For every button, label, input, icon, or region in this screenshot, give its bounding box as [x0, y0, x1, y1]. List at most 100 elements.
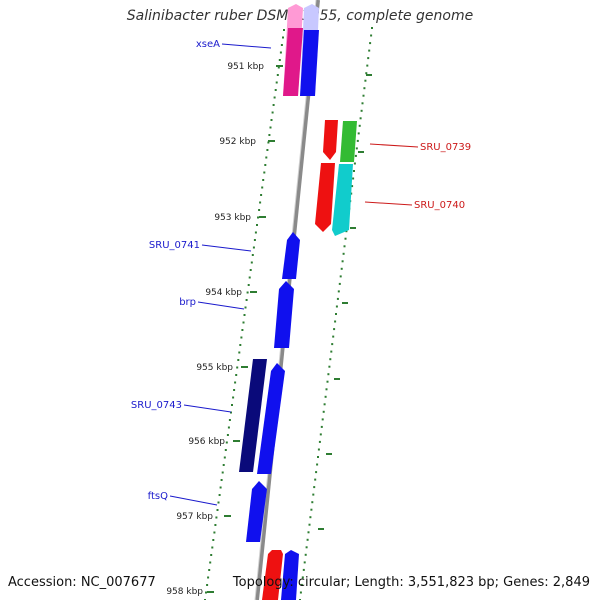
- kbp-tick-958: 958 kbp: [166, 587, 214, 597]
- left-rail-dot: [239, 344, 242, 346]
- right-rail-dot: [359, 117, 362, 120]
- right-rail-dot: [357, 132, 360, 135]
- right-rail-dot: [364, 79, 367, 82]
- right-rail-dot: [321, 418, 324, 421]
- right-rail-dot: [322, 410, 325, 413]
- left-rail-dot: [243, 314, 246, 316]
- left-rail-dot: [208, 569, 211, 571]
- left-rail-dot: [244, 306, 247, 309]
- right-rail-dot: [318, 440, 321, 443]
- gene-red-b[interactable]: [315, 163, 335, 232]
- label-xseA: xseA: [196, 39, 272, 50]
- svg-text:957 kbp: 957 kbp: [176, 512, 213, 522]
- gene-red-a[interactable]: [323, 120, 338, 160]
- right-rail-dot: [338, 282, 341, 285]
- label-SRU_0739: SRU_0739: [369, 142, 471, 153]
- left-rail-dot: [218, 494, 221, 496]
- right-rail-dot: [351, 185, 354, 188]
- left-rail-dot: [210, 554, 213, 556]
- left-rail-dot: [277, 66, 280, 69]
- left-rail-dot: [269, 126, 272, 129]
- left-rail-dot: [221, 471, 224, 474]
- right-rail-dot: [316, 463, 319, 466]
- left-rail-dot: [251, 254, 254, 256]
- gene-SRU_0741[interactable]: [282, 232, 300, 279]
- left-rail-dot: [274, 89, 277, 91]
- left-rail-dot: [242, 321, 245, 324]
- left-rail-dot: [235, 374, 238, 376]
- svg-text:brp: brp: [179, 297, 196, 308]
- left-rail-dot: [213, 531, 216, 534]
- label-ftsQ: ftsQ: [148, 491, 218, 506]
- right-rail-dot: [356, 139, 359, 142]
- svg-text:xseA: xseA: [196, 39, 220, 50]
- right-rail-dot: [336, 297, 339, 300]
- right-rail-dot: [310, 508, 313, 511]
- left-rail-dot: [249, 269, 252, 271]
- right-rail-dot: [324, 395, 327, 398]
- right-rail-dot: [303, 561, 306, 564]
- svg-text:953 kbp: 953 kbp: [214, 213, 251, 223]
- svg-text:SRU_0740: SRU_0740: [414, 200, 465, 211]
- left-rail-dot: [209, 561, 212, 564]
- right-rail-dot: [345, 230, 348, 233]
- gene-bottom-red[interactable]: [262, 550, 283, 600]
- right-rail-dot: [299, 591, 302, 594]
- gene-brp[interactable]: [274, 281, 294, 348]
- topology-label: Topology: circular; Length: 3,551,823 bp…: [232, 575, 590, 590]
- left-rail-dot: [246, 291, 249, 294]
- left-rail-dot: [225, 441, 228, 444]
- right-rail-dot: [312, 493, 315, 496]
- gene-blue-long[interactable]: [257, 363, 285, 474]
- gene-ftsQ[interactable]: [246, 481, 267, 542]
- right-rail-dot: [335, 305, 338, 308]
- left-rail-dot: [282, 36, 284, 39]
- svg-text:955 kbp: 955 kbp: [196, 363, 233, 373]
- right-rail-dot: [315, 471, 318, 474]
- right-rail-dot: [309, 516, 312, 519]
- left-rail-dot: [219, 486, 222, 489]
- gene-SRU_0740[interactable]: [332, 164, 353, 236]
- right-rail-dot: [362, 94, 365, 97]
- gene-SRU_0743[interactable]: [239, 359, 267, 472]
- left-rail-dot: [232, 396, 235, 399]
- left-rail-dot: [257, 216, 259, 219]
- left-rail-dot: [233, 389, 236, 391]
- right-rail-dot: [327, 373, 330, 376]
- right-rail-dot: [306, 538, 309, 541]
- svg-text:958 kbp: 958 kbp: [166, 587, 203, 597]
- left-rail-dot: [279, 51, 282, 54]
- left-rail-dot: [238, 351, 241, 354]
- right-rail-dot: [314, 478, 317, 481]
- right-rail-dot: [366, 64, 369, 67]
- gene-SRU_0739[interactable]: [340, 121, 357, 162]
- right-rail-dot: [304, 553, 307, 556]
- right-rail-dot: [370, 34, 373, 37]
- left-rail-dot: [250, 261, 253, 264]
- gene-top-blue[interactable]: [300, 30, 319, 96]
- right-rail-dot: [369, 42, 372, 45]
- left-rail-dot: [214, 524, 217, 526]
- left-rail-dot: [228, 419, 231, 421]
- right-rail-dot: [301, 576, 304, 579]
- left-rail-dot: [206, 584, 209, 586]
- left-rail-dot: [262, 179, 265, 181]
- right-rail-dot: [335, 313, 337, 315]
- left-rail-dot: [241, 329, 244, 331]
- right-rail-dot: [367, 57, 370, 60]
- right-rail-dot: [343, 245, 346, 248]
- right-rail-dot: [325, 388, 328, 391]
- gene-xseA[interactable]: [283, 28, 303, 96]
- right-rail-dot: [311, 501, 314, 504]
- gene-bottom-blue[interactable]: [281, 550, 299, 600]
- svg-text:SRU_0741: SRU_0741: [149, 240, 200, 251]
- svg-text:951 kbp: 951 kbp: [227, 62, 264, 72]
- left-rail-dot: [280, 44, 283, 46]
- left-rail-dot: [270, 119, 273, 121]
- left-rail-dot: [216, 509, 219, 511]
- label-SRU_0743: SRU_0743: [131, 400, 232, 413]
- left-rail-dot: [267, 141, 270, 144]
- right-rail-dot: [352, 177, 355, 180]
- right-rail-dot: [313, 486, 316, 489]
- svg-text:952 kbp: 952 kbp: [219, 137, 256, 147]
